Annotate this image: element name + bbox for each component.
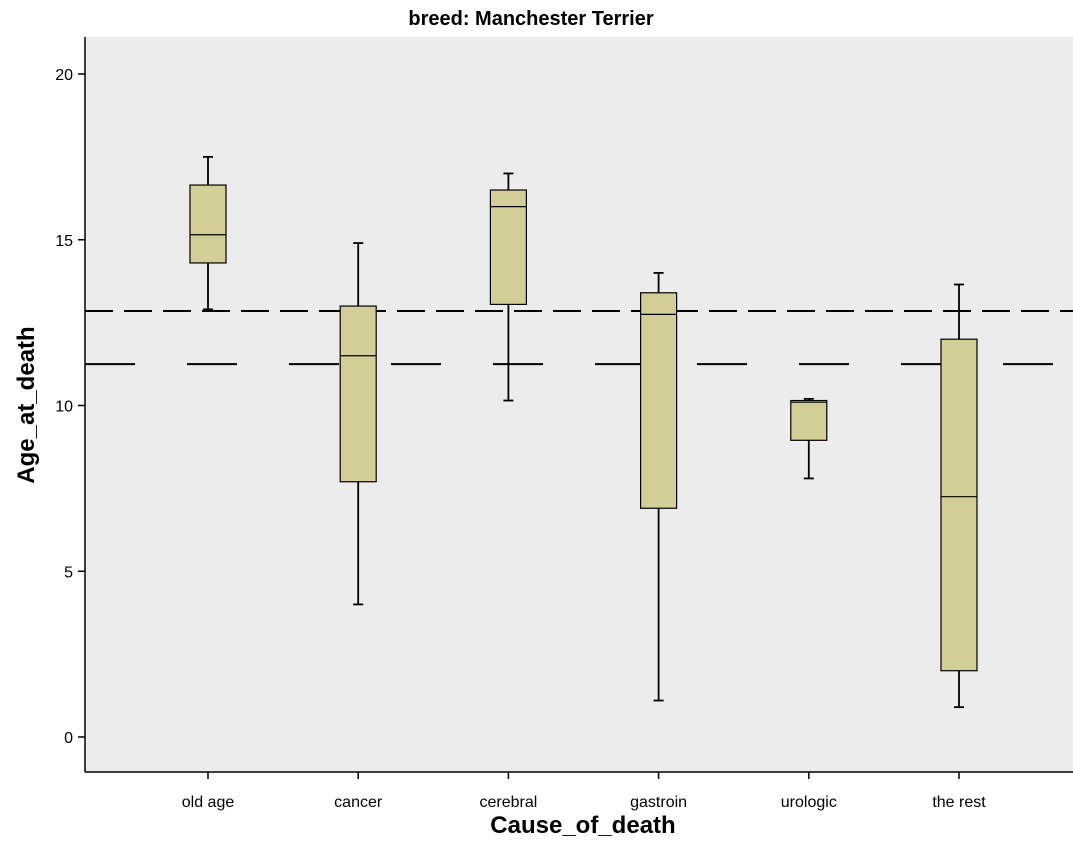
box-old-age <box>189 155 227 311</box>
reference-lines <box>85 310 1073 366</box>
boxes <box>189 155 978 709</box>
box-cancer <box>339 242 377 606</box>
y-tick-label: 10 <box>55 399 73 416</box>
box-gastroin <box>639 271 678 702</box>
chart-title: breed: Manchester Terrier <box>408 8 653 30</box>
x-tick-label: gastroin <box>630 794 687 811</box>
y-axis-ticks: 0 5 10 15 20 <box>55 67 85 747</box>
box-urologic <box>790 397 828 480</box>
y-tick-label: 15 <box>55 233 73 250</box>
box-rect <box>790 399 828 441</box>
y-tick-label: 5 <box>64 564 73 581</box>
box-cerebral <box>489 172 527 402</box>
y-tick-label: 0 <box>64 730 73 747</box>
x-axis-ticks: old age cancer cerebral gastroin urologic the… <box>182 772 986 811</box>
x-tick-label: cancer <box>334 794 383 811</box>
box-rect <box>639 292 678 509</box>
box-rect <box>940 338 978 672</box>
box-rect <box>339 305 377 483</box>
plot-area <box>85 37 1073 772</box>
y-tick-label: 20 <box>55 67 73 84</box>
x-tick-label: cerebral <box>479 794 537 811</box>
x-axis-label: Cause_of_death <box>490 812 675 839</box>
y-axis-label: Age_at_death <box>13 326 40 483</box>
x-tick-label: old age <box>182 794 235 811</box>
box-the-rest <box>940 283 978 709</box>
box-rect <box>489 189 527 305</box>
x-tick-label: urologic <box>781 794 837 811</box>
box-rect <box>189 184 227 264</box>
x-tick-label: the rest <box>932 794 986 811</box>
